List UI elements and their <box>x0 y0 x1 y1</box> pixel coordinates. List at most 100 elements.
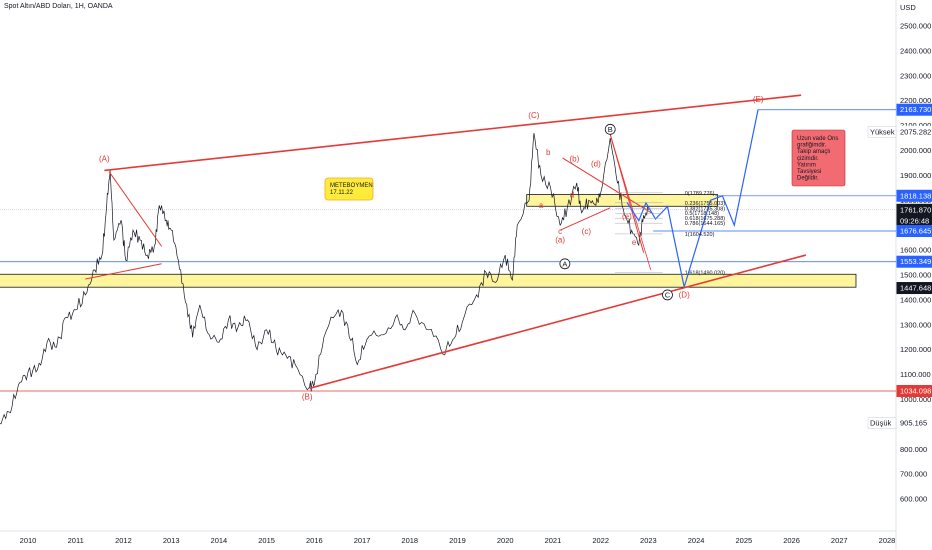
disclaimer-line: Yatırım <box>797 162 816 168</box>
circled-wave-marker <box>559 258 571 270</box>
y-tick-label: 600.000 <box>900 495 927 504</box>
countdown-label: 09:26:48 <box>900 216 929 225</box>
y-tick-label: 1500.000 <box>900 271 931 280</box>
x-tick-label: 2025 <box>735 536 752 545</box>
x-tick-label: 2021 <box>545 536 562 545</box>
y-tick-label: 1300.000 <box>900 320 931 329</box>
x-tick-label: 2020 <box>497 536 514 545</box>
x-tick-label: 2017 <box>354 536 371 545</box>
y-tick-label: 2000.000 <box>900 146 931 155</box>
x-tick-label: 2013 <box>163 536 180 545</box>
y-tick-label: 1400.000 <box>900 295 931 304</box>
price-tag-label: 905.165 <box>900 419 927 428</box>
price-tag-label: 1761.870 <box>900 205 931 214</box>
fib-label: 0.236(1755.003) <box>685 201 726 207</box>
disclaimer-line: çizimdir. <box>797 156 819 162</box>
price-tag-label: 1034.098 <box>900 387 931 396</box>
wave-label: (D) <box>679 290 690 299</box>
disclaimer-line: Değildir. <box>797 176 819 182</box>
y-tick-label: 1100.000 <box>900 370 931 379</box>
author-box-line: 17.11.22 <box>330 190 354 196</box>
y-tick-label: 2300.000 <box>900 71 931 80</box>
x-tick-label: 2019 <box>449 536 466 545</box>
y-tick-label: 1900.000 <box>900 171 931 180</box>
x-tick-label: 2026 <box>783 536 800 545</box>
wave-label: (c) <box>582 227 592 236</box>
wave-label: (d) <box>591 160 601 169</box>
price-series[interactable] <box>0 133 649 425</box>
circled-wave-label: B <box>608 125 613 134</box>
author-box <box>324 177 374 201</box>
price-tag[interactable] <box>896 417 932 430</box>
disclaimer-note <box>791 129 846 187</box>
x-tick-label: 2018 <box>401 536 418 545</box>
wave-label: d <box>570 190 574 199</box>
wave-down-line-2 <box>609 134 652 271</box>
lower-channel-line <box>309 254 807 390</box>
price-tag-label: 1447.648 <box>900 284 931 293</box>
x-tick-label: 2012 <box>115 536 132 545</box>
disclaimer-line: Takip amaçlı <box>797 149 831 155</box>
fib-label: 0.618(1675.288) <box>685 216 726 222</box>
wave-label: (A) <box>99 155 110 164</box>
author-box-line: METEBOYMEN <box>330 183 373 189</box>
price-tag-label: 2163.730 <box>900 105 931 114</box>
triangle2-upper-line <box>562 157 654 215</box>
currency-label: USD <box>900 3 916 12</box>
triangle-upper-line <box>108 171 163 247</box>
price-tag[interactable] <box>896 385 932 398</box>
x-tick-label: 2028 <box>879 536 896 545</box>
price-tag[interactable] <box>896 125 932 138</box>
price-tag[interactable] <box>896 103 932 116</box>
fib-label: 0(1789.776) <box>685 191 715 197</box>
y-tick-label: 2200.000 <box>900 96 931 105</box>
x-tick-label: 2024 <box>688 536 705 545</box>
wave-label: (E) <box>753 95 764 104</box>
wave-label: (C) <box>528 111 539 120</box>
x-tick-label: 2016 <box>306 536 323 545</box>
y-tick-label: 1000.000 <box>900 395 931 404</box>
y-tick-label: 1200.000 <box>900 345 931 354</box>
x-tick-label: 2010 <box>20 536 37 545</box>
fib-label: 0.5(1718.148) <box>685 211 719 217</box>
y-tick-label: 700.000 <box>900 470 927 479</box>
triangle-lower-line <box>85 263 162 280</box>
y-tick-label: 2500.000 <box>900 22 931 31</box>
price-tag-label: 2075.282 <box>900 127 931 136</box>
y-tick-label: 1600.000 <box>900 246 931 255</box>
wave-label: (e) <box>622 212 632 221</box>
chart-title: Spot Altın/ABD Doları, 1H, OANDA <box>4 3 113 10</box>
disclaimer-line: grafiğimdir. <box>797 143 827 149</box>
x-tick-label: 2015 <box>258 536 275 545</box>
wave-label: a <box>539 201 544 210</box>
price-tag-prefix: Düşük <box>870 419 892 428</box>
circled-wave-label: A <box>562 260 567 269</box>
circled-wave-marker <box>662 289 673 301</box>
upper-channel-line <box>104 94 802 172</box>
price-tag-label: 1676.645 <box>900 227 931 236</box>
wave-label: (B) <box>302 393 313 402</box>
x-tick-label: 2023 <box>640 536 657 545</box>
disclaimer-line: Uzun vade Ons <box>797 136 838 142</box>
price-tag[interactable] <box>896 225 932 238</box>
price-tag[interactable] <box>896 255 932 268</box>
x-tick-label: 2014 <box>211 536 228 545</box>
price-tag-prefix-box <box>867 417 897 429</box>
wave-label: b <box>546 148 551 157</box>
circled-wave-label: C <box>665 291 671 300</box>
price-tag-prefix-box <box>867 125 897 138</box>
price-tag-label: 1818.138 <box>900 191 931 200</box>
fib-label: 0.786(1644.165) <box>685 221 726 227</box>
support-zone <box>0 273 857 288</box>
x-tick-label: 2027 <box>831 536 848 545</box>
price-tag-label: 1553.349 <box>900 257 931 266</box>
wave-label: c <box>558 227 562 236</box>
price-tag-prefix: Yüksek <box>870 127 895 136</box>
projection-path <box>626 109 759 288</box>
y-tick-label: 2100.000 <box>900 121 931 130</box>
price-tag[interactable] <box>896 282 932 295</box>
wave-label: (b) <box>570 155 580 164</box>
fib-label: 1(1604.520) <box>685 232 715 238</box>
price-tag[interactable] <box>896 189 932 202</box>
